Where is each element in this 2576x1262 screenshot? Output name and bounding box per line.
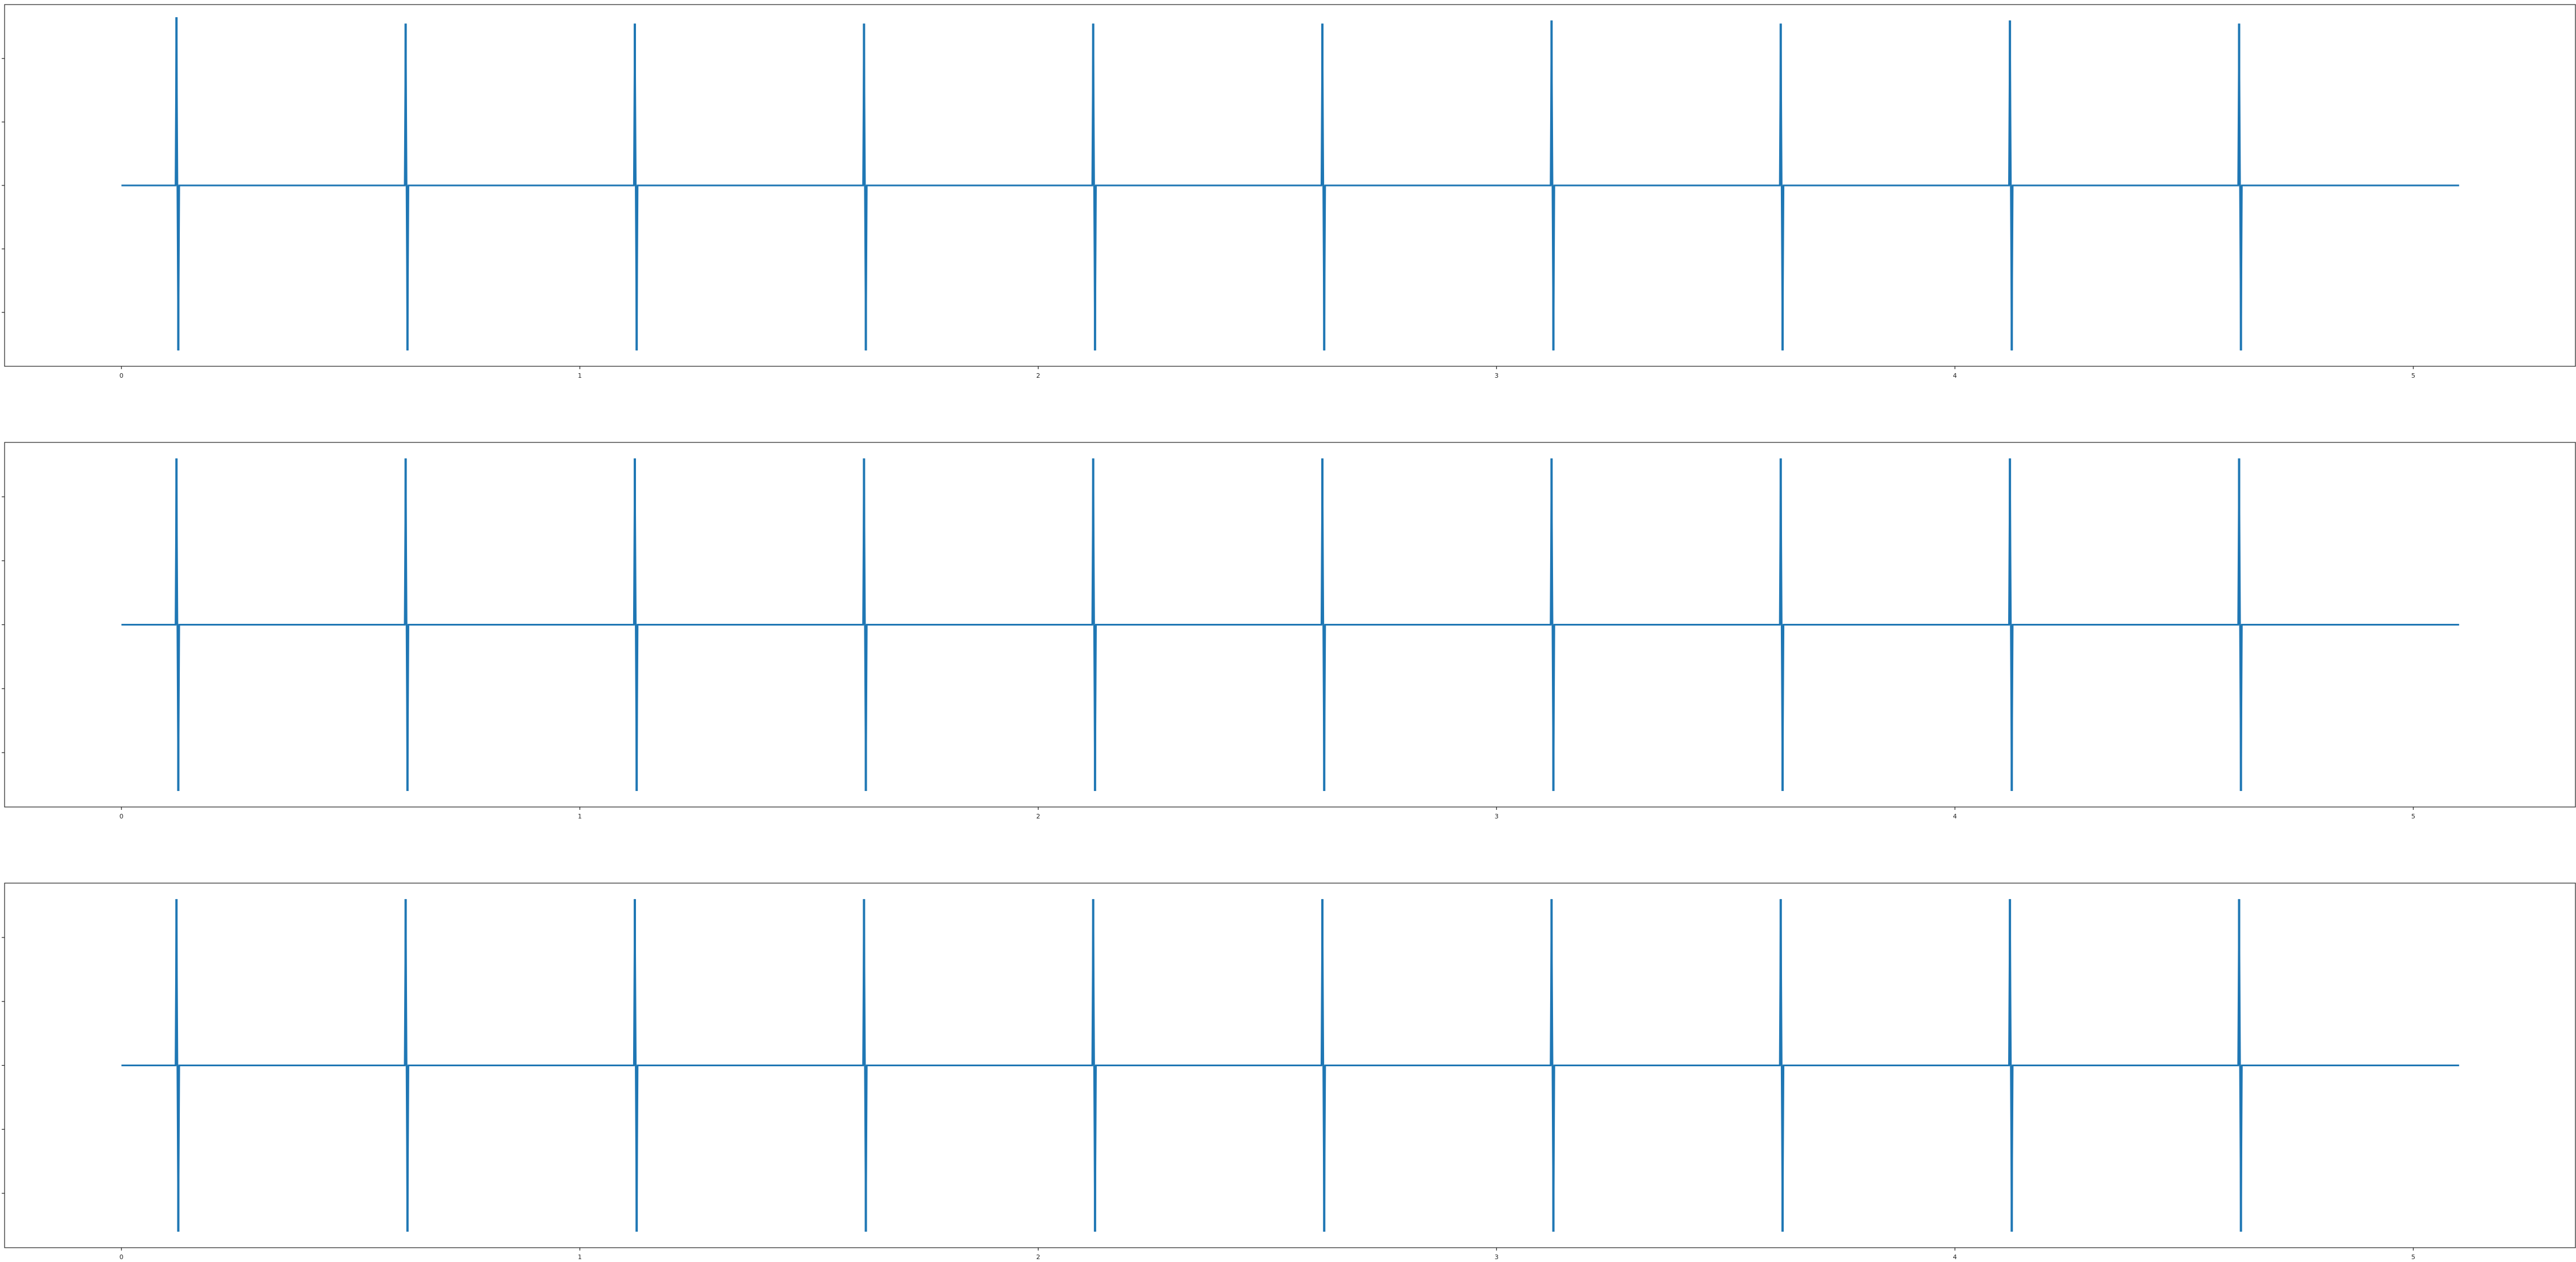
x-tick-label: 2	[1036, 1253, 1040, 1261]
x-tick-label: 4	[1953, 813, 1957, 820]
x-tick-label: 2	[1036, 372, 1040, 379]
x-tick-label: 5	[2411, 1253, 2415, 1261]
x-tick-label: 4	[1953, 372, 1957, 379]
x-tick-label: 0	[120, 1253, 124, 1261]
x-tick-label: 2	[1036, 813, 1040, 820]
x-tick-label: 4	[1953, 1253, 1957, 1261]
x-tick-label: 1	[578, 813, 582, 820]
x-tick-label: 1	[578, 1253, 582, 1261]
x-tick-label: 0	[120, 813, 124, 820]
x-tick-label: 0	[120, 372, 124, 379]
x-tick-label: 3	[1495, 1253, 1499, 1261]
x-tick-label: 5	[2411, 813, 2415, 820]
x-tick-label: 3	[1495, 372, 1499, 379]
x-tick-label: 1	[578, 372, 582, 379]
x-tick-label: 3	[1495, 813, 1499, 820]
x-tick-label: 5	[2411, 372, 2415, 379]
